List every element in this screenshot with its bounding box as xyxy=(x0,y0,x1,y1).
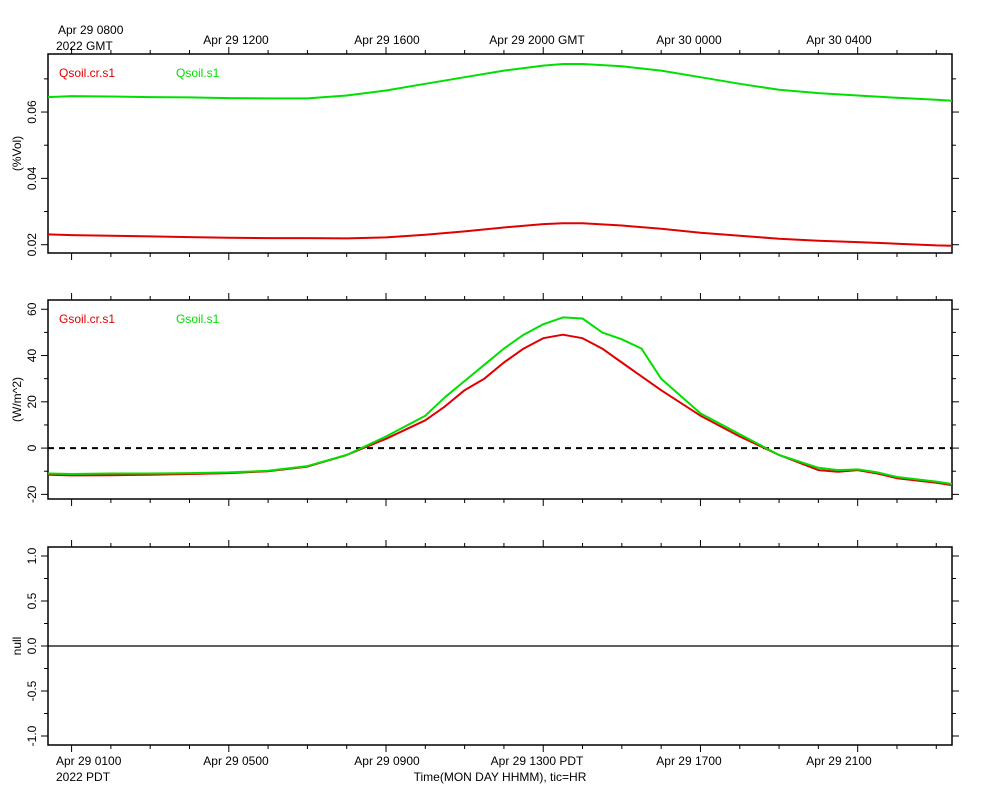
top-axis-first-label-year: 2022 GMT xyxy=(56,39,113,53)
bottom-axis-label: Apr 29 2100 xyxy=(806,754,872,768)
top-axis-first-label: Apr 29 0800 xyxy=(58,23,124,37)
y-axis-label: (W/m^2) xyxy=(10,377,24,422)
legend-entry: Qsoil.cr.s1 xyxy=(59,66,115,80)
y-tick-label: 0.06 xyxy=(25,100,39,124)
legend-entry: Gsoil.s1 xyxy=(176,312,220,326)
y-tick-label: 0.5 xyxy=(25,592,39,609)
y-tick-label: 60 xyxy=(25,302,39,316)
y-axis-label: null xyxy=(10,637,24,656)
y-tick-label: 20 xyxy=(25,395,39,409)
top-axis-label: Apr 29 1600 xyxy=(354,33,420,47)
bottom-axis-label: Apr 29 1300 PDT xyxy=(491,754,584,768)
y-axis-label: (%Vol) xyxy=(10,136,24,171)
bottom-axis-first-label-year: 2022 PDT xyxy=(56,770,111,784)
chart-panel: -20 0 20 40 60 (W/m^2) Gsoil.cr.s1 Gsoil.s1 xyxy=(10,293,959,506)
bottom-axis-label: Apr 29 0500 xyxy=(203,754,269,768)
series-line-gsoil-s1 xyxy=(47,316,953,485)
x-axis-title: Time(MON DAY HHMM), tic=HR xyxy=(414,770,587,784)
y-tick-label: -0.5 xyxy=(25,680,39,701)
legend-entry: Gsoil.cr.s1 xyxy=(59,312,115,326)
chart-panel: -1.0 -0.5 0.0 0.5 1.0 null xyxy=(10,540,959,752)
plot-frame xyxy=(47,299,953,500)
bottom-axis-label: Apr 29 0900 xyxy=(354,754,420,768)
y-tick-label: 40 xyxy=(25,349,39,363)
plot-frame xyxy=(47,53,953,254)
legend-entry: Qsoil.s1 xyxy=(176,66,220,80)
y-tick-label: 1.0 xyxy=(25,547,39,564)
y-tick-label: -1.0 xyxy=(25,725,39,746)
top-axis-label: Apr 30 0000 xyxy=(656,33,722,47)
y-tick-label: 0.02 xyxy=(25,233,39,257)
chart-panel: 0.02 0.04 0.06(%Vol) Qsoil.cr.s1 Qsoil.s1 xyxy=(10,47,959,260)
series-line-gsoil-cr-s1 xyxy=(47,333,953,487)
y-tick-label: 0.04 xyxy=(25,166,39,190)
top-axis-label: Apr 29 1200 xyxy=(203,33,269,47)
bottom-axis-label: Apr 29 1700 xyxy=(656,754,722,768)
y-tick-label: 0.0 xyxy=(25,637,39,654)
bottom-axis-first-label: Apr 29 0100 xyxy=(56,754,122,768)
y-tick-label: -20 xyxy=(25,485,39,503)
series-line-qsoil-s1 xyxy=(47,63,953,102)
top-axis-label: Apr 29 2000 GMT xyxy=(489,33,585,47)
series-line-qsoil-cr-s1 xyxy=(47,222,953,247)
y-tick-label: 0 xyxy=(25,444,39,451)
top-axis-label: Apr 30 0400 xyxy=(806,33,872,47)
